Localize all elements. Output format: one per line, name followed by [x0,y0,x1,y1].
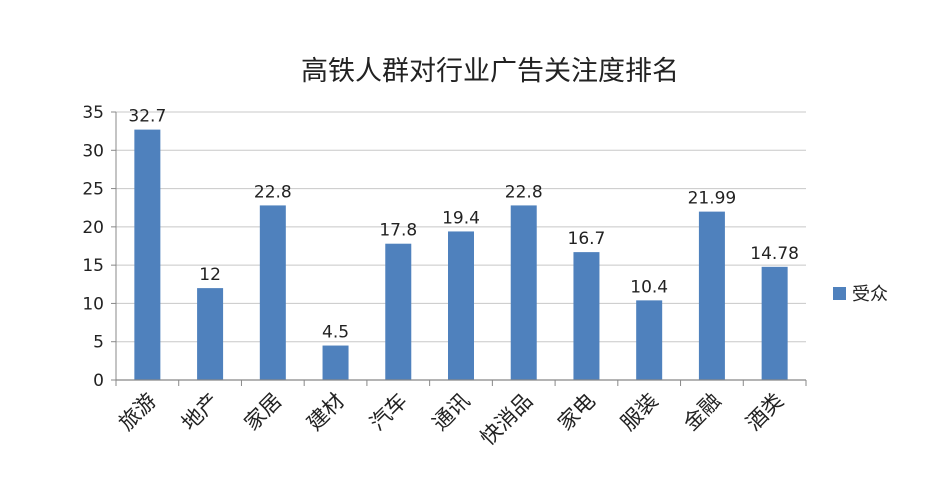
data-label: 22.8 [254,182,292,202]
y-tick-label: 10 [82,294,104,314]
y-tick-label: 35 [82,103,104,123]
x-tick-label: 快消品 [476,389,538,451]
bars: 32.7 12 22.8 4.5 17.8 19.4 22.8 16.7 10.4 21.99 14… [128,107,799,380]
data-label: 17.8 [379,221,417,241]
data-label: 4.5 [322,323,349,343]
x-tick-label: 旅游 [114,389,161,436]
data-label: 12 [199,265,221,285]
bar-建材 [322,345,349,380]
legend-swatch [833,287,846,300]
bar-通讯 [448,231,474,380]
legend-label: 受众 [852,284,888,305]
data-label: 22.8 [505,182,543,202]
x-tick-label: 建材 [302,389,349,436]
x-tick-label: 汽车 [365,389,412,436]
bar-家居 [259,205,286,380]
bar-地产 [197,288,224,380]
data-label: 32.7 [128,107,166,127]
y-tick-label: 20 [82,218,104,238]
x-axis: 旅游 地产 家居 建材 汽车 通讯 快消品 家电 服装 金融 酒类 [114,379,807,451]
y-tick-label: 15 [82,256,104,276]
chart-title: 高铁人群对行业广告关注度排名 [301,56,679,87]
x-tick-label: 家电 [553,389,600,436]
bar-金融 [698,211,725,380]
y-tick-label: 30 [82,141,104,161]
data-label: 16.7 [568,229,606,249]
y-tick-label: 5 [93,333,104,353]
x-tick-label: 酒类 [742,389,789,436]
bar-旅游 [134,129,161,380]
data-label: 14.78 [750,244,799,264]
y-tick-label: 25 [82,180,104,200]
data-label: 10.4 [630,277,668,297]
y-axis: 0 5 10 15 20 25 30 35 [82,103,117,391]
bar-汽车 [385,243,412,380]
x-tick-label: 金融 [679,389,726,436]
legend: 受众 [833,284,888,305]
x-tick-label: 通讯 [428,389,475,436]
data-label: 19.4 [442,208,480,228]
y-tick-label: 0 [93,371,104,391]
data-label: 21.99 [688,189,737,209]
bar-快消品 [510,205,537,380]
x-tick-label: 家居 [240,389,287,436]
x-tick-label: 服装 [616,389,663,436]
bar-服装 [636,300,663,380]
bar-酒类 [761,266,788,380]
x-tick-label: 地产 [177,389,224,436]
bar-家电 [573,252,600,380]
